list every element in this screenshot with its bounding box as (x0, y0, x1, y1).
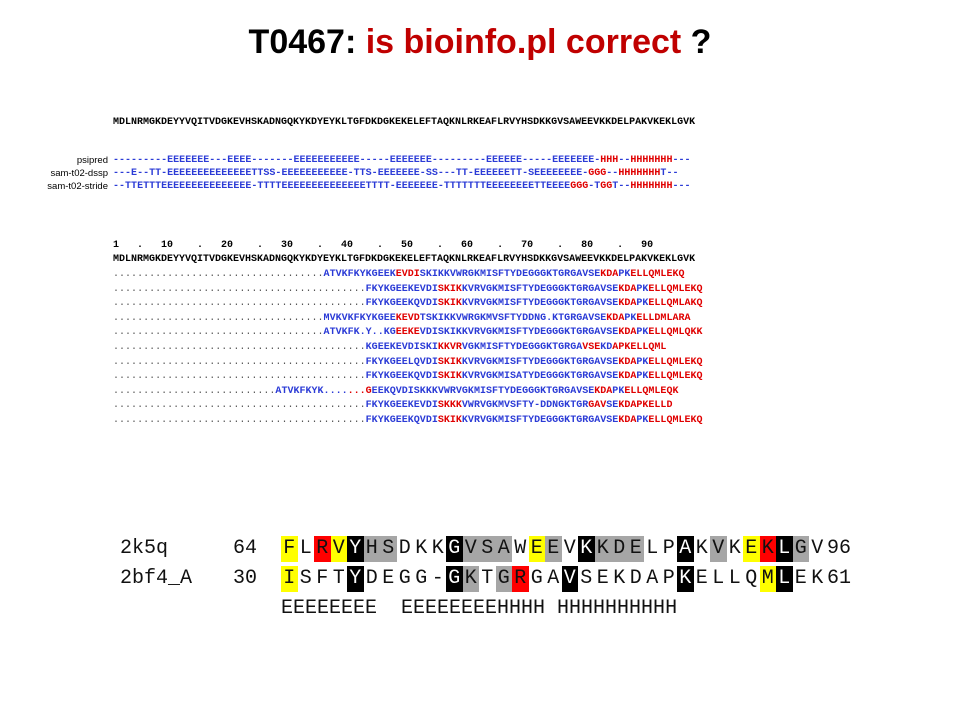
residue: P (662, 537, 675, 560)
residue: K (594, 536, 611, 562)
ss-row-dssp: ---E--TT-EEEEEEEEEEEEEETTSS-EEEEEEEEEEE-… (113, 168, 679, 179)
hit-row: ........................................… (113, 356, 703, 368)
residue: V (563, 537, 576, 560)
residue: E (695, 567, 708, 590)
residue: K (695, 537, 708, 560)
residue: E (794, 567, 807, 590)
lower-ss-row: EEEEEEEE EEEEEEEEHHHH HHHHHHHHHH (281, 597, 678, 620)
residue: E (743, 536, 760, 562)
residue: E (545, 536, 562, 562)
slide-title: T0467: is bioinfo.pl correct ? (0, 22, 960, 62)
residue: V (462, 536, 479, 562)
residue: A (495, 536, 512, 562)
title-highlight: is bioinfo.pl correct (365, 23, 682, 61)
residue: G (398, 567, 411, 590)
residue: E (382, 567, 395, 590)
ss-row-psipred: ---------EEEEEEE---EEEE-------EEEEEEEEEE… (113, 155, 691, 166)
residue: S (299, 567, 312, 590)
title-suffix: ? (681, 23, 712, 61)
lower-start-2k5q: 64 (233, 537, 258, 560)
residue: L (299, 537, 312, 560)
residue: K (578, 536, 595, 562)
residue: K (759, 536, 776, 562)
residue: Y (347, 566, 364, 592)
residue: K (415, 537, 428, 560)
residue: E (528, 536, 545, 562)
residue: K (728, 537, 741, 560)
residue: A (677, 536, 694, 562)
position-ruler: 1 . 10 . 20 . 30 . 40 . 50 . 60 . 70 . 8… (113, 240, 654, 251)
residue: V (561, 566, 578, 592)
residue: L (712, 567, 725, 590)
residue: K (811, 567, 824, 590)
hit-row: ........................................… (113, 415, 703, 426)
residue: P (662, 567, 675, 590)
residue: T (481, 567, 494, 590)
residue: D (629, 567, 642, 590)
residue: R (314, 536, 331, 562)
lower-name-2bf4: 2bf4_A (120, 567, 193, 590)
title-prefix: T0467: (248, 23, 366, 61)
hit-row: ...................................ATVKF… (113, 269, 685, 280)
residue: G (446, 536, 463, 562)
residue: D (365, 567, 378, 590)
residue: V (811, 537, 824, 560)
residue: S (479, 536, 496, 562)
residue: V (710, 536, 727, 562)
residue: L (728, 567, 741, 590)
hit-row: ........................................… (113, 400, 673, 412)
query-sequence-2: MDLNRMGKDEYYVQITVDGKEVHSKADNGQKYKDYEYKLT… (113, 254, 696, 265)
lower-end-2k5q: 96 (827, 537, 852, 560)
residue: H (363, 536, 380, 562)
residue: A (646, 567, 659, 590)
residue: F (316, 567, 329, 590)
ss-label-psipred: psipred (76, 155, 108, 166)
residue: D (611, 536, 628, 562)
ss-label-dssp: sam-t02-dssp (50, 168, 108, 179)
hit-row: ...........................ATVKFKYK.....… (113, 385, 679, 397)
residue: E (627, 536, 644, 562)
residue: D (398, 537, 411, 560)
residue: L (776, 566, 793, 592)
residue: G (446, 566, 463, 592)
residue: Q (745, 567, 758, 590)
residue: I (281, 566, 298, 592)
residue: G (792, 536, 809, 562)
residue: F (281, 536, 298, 562)
residue: L (646, 537, 659, 560)
residue: S (580, 567, 593, 590)
residue: V (330, 536, 347, 562)
residue: G (415, 567, 428, 590)
hit-row: ........................................… (113, 371, 703, 383)
residue: G (495, 566, 512, 592)
lower-start-2bf4: 30 (233, 567, 258, 590)
ss-row-stride: --TTETTTEEEEEEEEEEEEEEE-TTTTEEEEEEEEEEEE… (113, 181, 691, 192)
residue: T (332, 567, 345, 590)
residue: Y (347, 536, 364, 562)
residue: K (613, 567, 626, 590)
residue: L (776, 536, 793, 562)
residue: K (677, 566, 694, 592)
residue: E (596, 567, 609, 590)
ss-label-stride: sam-t02-stride (47, 181, 108, 192)
lower-name-2k5q: 2k5q (120, 537, 169, 560)
lower-end-2bf4: 61 (827, 567, 852, 590)
residue: A (547, 567, 560, 590)
hit-row: ...................................ATVKF… (113, 327, 703, 339)
residue: G (530, 567, 543, 590)
hit-row: ........................................… (113, 342, 667, 353)
residue: M (759, 566, 776, 592)
residue: R (512, 566, 529, 592)
residue: W (514, 537, 527, 560)
hit-row: ...................................MVKVK… (113, 312, 691, 324)
residue: K (462, 566, 479, 592)
query-sequence: MDLNRMGKDEYYVQITVDGKEVHSKADNGQKYKDYEYKLT… (113, 117, 696, 128)
residue: K (431, 537, 444, 560)
hit-row: ........................................… (113, 283, 703, 295)
residue: - (431, 567, 444, 590)
residue: S (380, 536, 397, 562)
hit-row: ........................................… (113, 298, 703, 310)
